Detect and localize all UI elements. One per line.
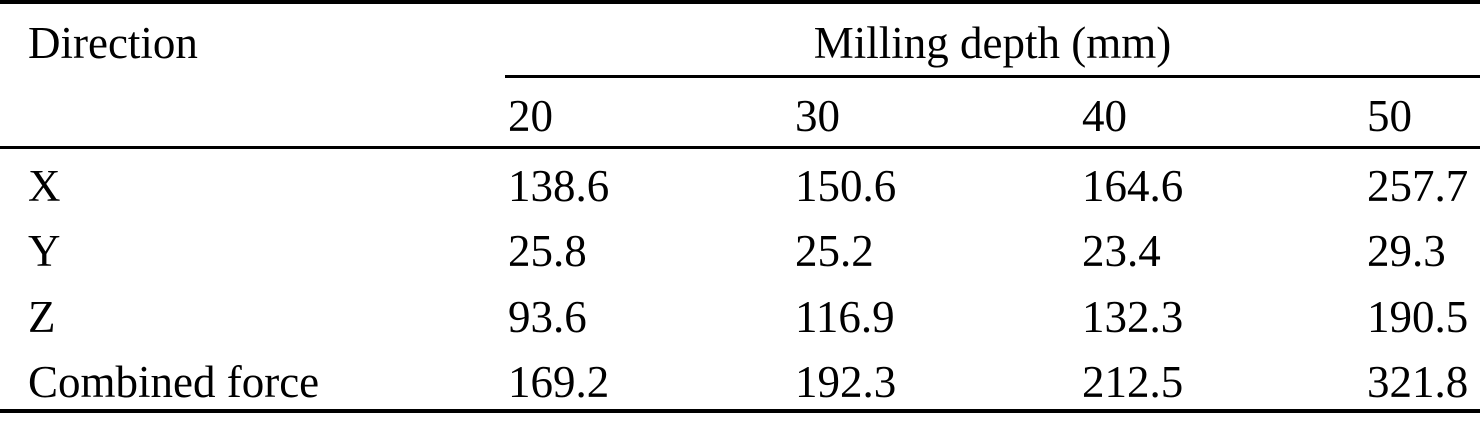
row-label-x: X	[28, 161, 61, 212]
data-cell: 257.7	[1367, 161, 1469, 212]
row-label-y: Y	[28, 226, 61, 277]
column-header-depth-50: 50	[1364, 76, 1480, 149]
group-header-row: Direction Milling depth (mm)	[0, 2, 1480, 149]
data-cell: 138.6	[508, 161, 610, 212]
data-cell: 164.6	[1082, 161, 1184, 212]
table-row-combined-force: Combined force 169.2 192.3 212.5 321.8	[0, 345, 1480, 411]
data-cell: 25.8	[508, 226, 587, 277]
milling-force-table: Direction Milling depth (mm) 20 30 40 50…	[0, 0, 1480, 413]
column-header-depth-30: 30	[792, 76, 1079, 149]
data-cell: 29.3	[1367, 226, 1446, 277]
data-cell: 132.3	[1082, 292, 1184, 343]
row-label-combined-force: Combined force	[28, 357, 320, 408]
data-cell: 190.5	[1367, 292, 1469, 343]
data-cell: 150.6	[795, 161, 897, 212]
column-header-depth-20: 20	[505, 76, 792, 149]
column-header-depth-40: 40	[1079, 76, 1364, 149]
direction-column-header: Direction	[0, 2, 505, 149]
data-cell: 192.3	[795, 357, 897, 408]
data-cell: 25.2	[795, 226, 874, 277]
table-row-z: Z 93.6 116.9 132.3 190.5	[0, 279, 1480, 345]
data-cell: 321.8	[1367, 357, 1469, 408]
data-cell: 116.9	[795, 292, 895, 343]
row-label-z: Z	[28, 292, 56, 343]
table-row-y: Y 25.8 25.2 23.4 29.3	[0, 213, 1480, 279]
data-cell: 23.4	[1082, 226, 1161, 277]
depth-values-header-row: 20 30 40 50	[0, 76, 1480, 149]
data-cell: 212.5	[1082, 357, 1184, 408]
data-cell: 93.6	[508, 292, 587, 343]
data-cell: 169.2	[508, 357, 610, 408]
milling-depth-group-header: Milling depth (mm)	[505, 2, 1480, 78]
table-row-x: X 138.6 150.6 164.6 257.7	[0, 147, 1480, 213]
